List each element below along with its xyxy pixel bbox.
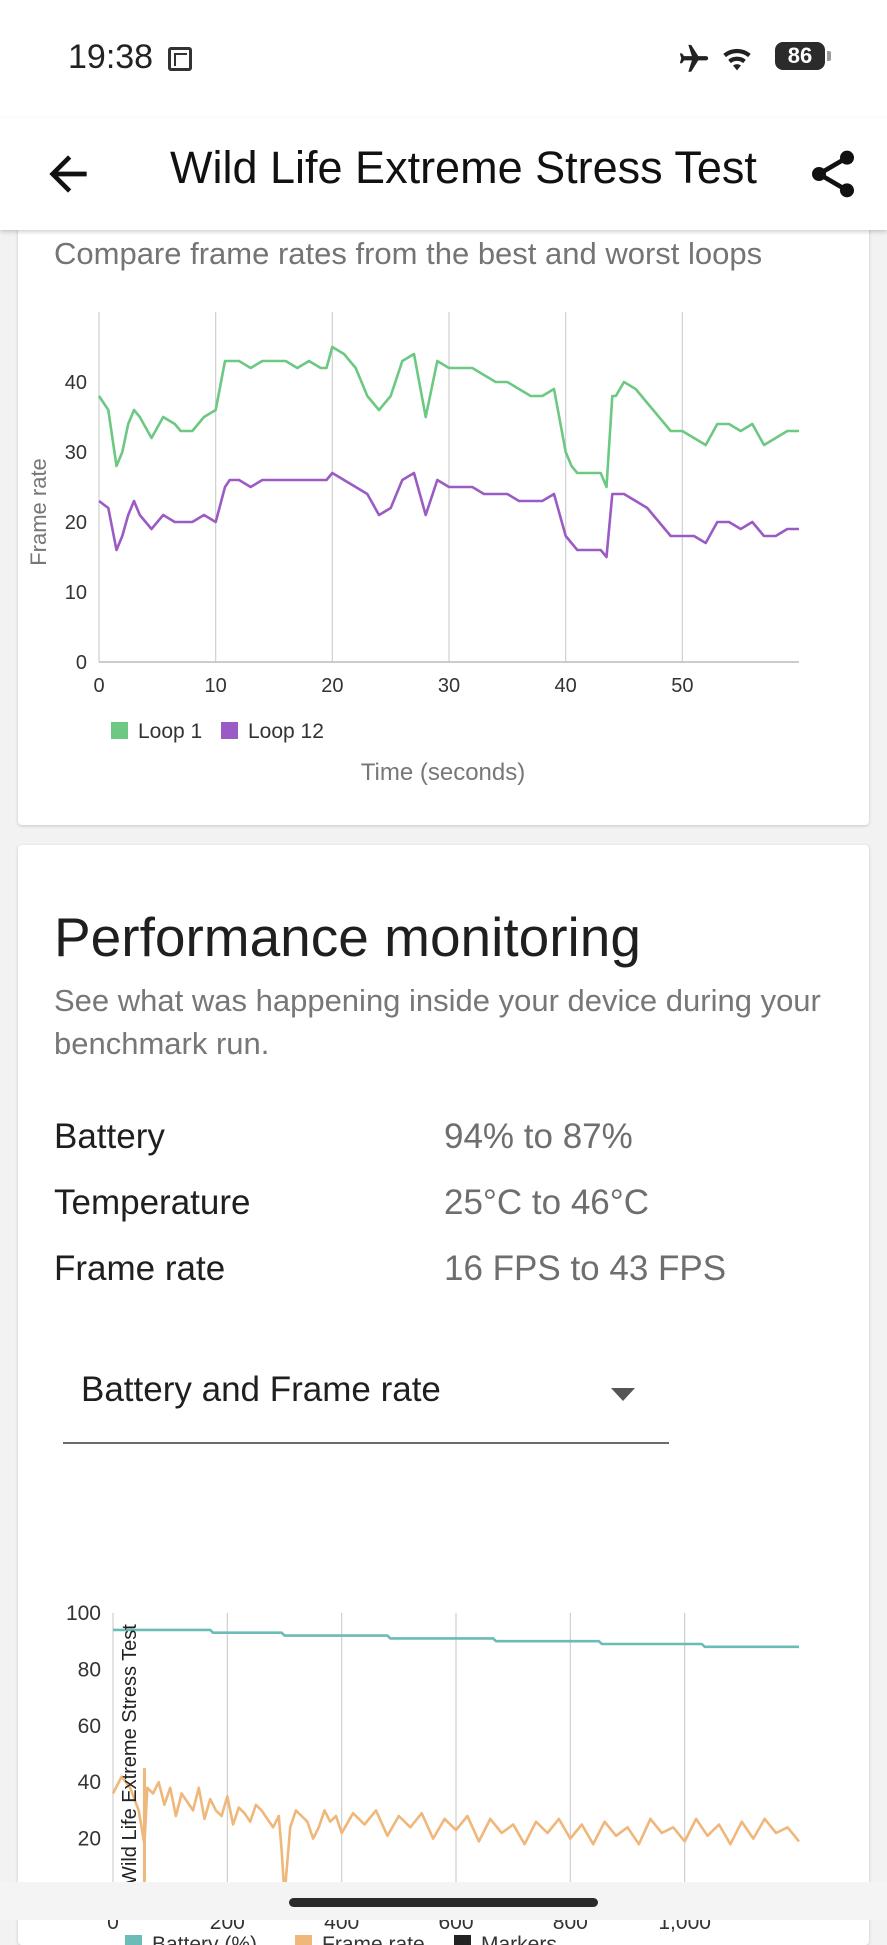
legend-label: Markers (481, 1933, 557, 1945)
y-tick-label: 60 (78, 1715, 101, 1738)
x-tick-label: 50 (671, 675, 693, 697)
x-tick-label: 40 (555, 675, 577, 697)
loops-frame-rate-chart: 0 10 20 30 40 50 0 10 20 30 40 Frame rate Loop 1 Loop… (26, 312, 799, 786)
series-line-loop-1 (97, 345, 799, 489)
stat-row-battery: Battery 94% to 87% (54, 1117, 834, 1183)
legend-label: Frame rate (322, 1933, 425, 1945)
stat-label: Temperature (54, 1183, 251, 1222)
gesture-nav-handle[interactable] (289, 1898, 598, 1907)
app-bar: Wild Life Extreme Stress Test (0, 118, 887, 230)
legend-swatch (125, 1935, 142, 1945)
series-line-loop-12 (98, 471, 799, 559)
battery-level: 86 (775, 42, 831, 70)
chart-metric-dropdown[interactable]: Battery and Frame rate (63, 1350, 669, 1444)
legend-label: Loop 1 (138, 720, 202, 743)
x-tick-label: 10 (205, 675, 227, 697)
y-axis-label: Frame rate (26, 458, 51, 566)
dropdown-arrow-icon (611, 1388, 635, 1401)
legend-label: Loop 12 (248, 720, 324, 743)
status-bar: 19:38 86 (0, 0, 887, 118)
section-description: See what was happening inside your devic… (54, 983, 821, 1061)
airplane-mode-icon (679, 44, 709, 72)
y-tick-label: 30 (65, 442, 87, 464)
legend-swatch (111, 722, 128, 739)
stat-label: Battery (54, 1117, 165, 1156)
y-tick-label: 100 (66, 1602, 101, 1625)
stat-label: Frame rate (54, 1249, 226, 1288)
series-line-frame-rate (111, 1775, 801, 1897)
status-time: 19:38 (68, 38, 154, 76)
stat-value: 25°C to 46°C (444, 1183, 650, 1222)
stat-row-frame-rate: Frame rate 16 FPS to 43 FPS (54, 1249, 834, 1315)
stat-value: 16 FPS to 43 FPS (444, 1249, 727, 1288)
y-tick-label: 20 (78, 1828, 101, 1851)
x-axis-label: Time (seconds) (361, 759, 525, 786)
loops-subtitle: Compare frame rates from the best and wo… (54, 236, 763, 271)
back-arrow-icon[interactable] (40, 146, 96, 202)
stats-list: Battery 94% to 87% Temperature 25°C to 4… (54, 1117, 834, 1315)
series-line-battery (113, 1628, 799, 1649)
page-title: Wild Life Extreme Stress Test (170, 142, 757, 193)
y-tick-label: 10 (65, 582, 87, 604)
y-tick-label: 40 (65, 372, 87, 394)
legend-swatch (295, 1935, 312, 1945)
wifi-icon (723, 48, 751, 71)
stat-value: 94% to 87% (444, 1117, 633, 1156)
legend-swatch (454, 1935, 471, 1945)
loops-card: Compare frame rates from the best and wo… (18, 200, 869, 825)
x-tick-label: 0 (93, 675, 104, 697)
section-title: Performance monitoring (54, 906, 641, 968)
legend-swatch (221, 722, 238, 739)
y-tick-label: 40 (78, 1771, 101, 1794)
y-tick-label: 20 (65, 512, 87, 534)
y-tick-label: 80 (78, 1658, 101, 1681)
x-tick-label: 20 (321, 675, 343, 697)
stat-row-temperature: Temperature 25°C to 46°C (54, 1183, 834, 1249)
marker-label: Wild Life Extreme Stress Test (119, 1624, 141, 1885)
share-icon[interactable] (805, 146, 861, 202)
status-icons: 86 (675, 42, 831, 76)
screen-mirror-icon (168, 47, 192, 71)
x-tick-label: 30 (438, 675, 460, 697)
y-tick-label: 0 (76, 652, 87, 674)
legend-label: Battery (%) (152, 1933, 257, 1945)
performance-monitoring-card: Performance monitoring See what was happ… (18, 845, 869, 1945)
dropdown-selected-value: Battery and Frame rate (81, 1370, 441, 1409)
